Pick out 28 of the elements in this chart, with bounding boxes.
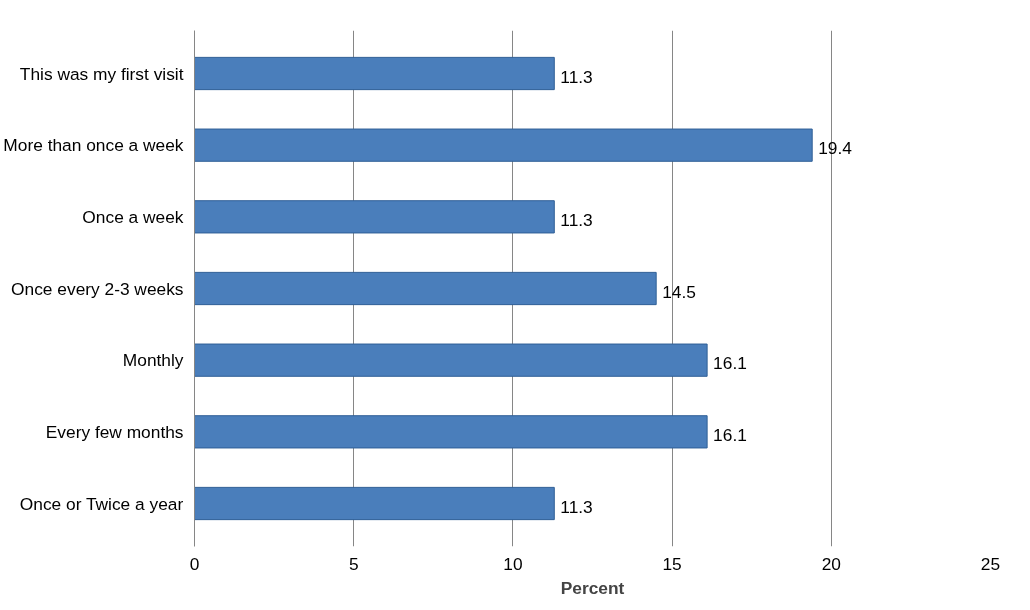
data-label: 16.1 [713,353,747,374]
x-tick-label: 10 [503,553,523,574]
bar [194,200,555,234]
bar [194,56,555,91]
bar [194,486,555,521]
y-tick-label: Monthly [122,350,184,371]
data-label: 14.5 [662,281,696,302]
x-tick-label: 20 [821,553,841,574]
y-tick-label: Once every 2-3 weeks [11,278,184,299]
data-label: 11.3 [560,496,593,517]
x-axis-title: Percent [560,577,625,598]
data-label: 11.3 [560,66,593,87]
y-tick-label: Once a week [82,206,184,227]
x-tick-label: 25 [980,553,1001,574]
y-tick-label: More than once a week [3,135,184,156]
x-tick-label: 5 [348,553,359,574]
bar [194,415,708,449]
bar [194,271,657,306]
x-tick-label: 0 [189,553,200,574]
x-tick-label: 15 [662,553,682,574]
y-tick-label: Once or Twice a year [19,493,184,514]
data-label: 11.3 [560,209,593,230]
bar [194,343,708,377]
data-label: 16.1 [713,424,747,445]
y-tick-label: This was my first visit [19,63,184,84]
data-label: 19.4 [818,138,853,159]
bar [194,128,813,162]
y-tick-label: Every few months [45,421,184,442]
